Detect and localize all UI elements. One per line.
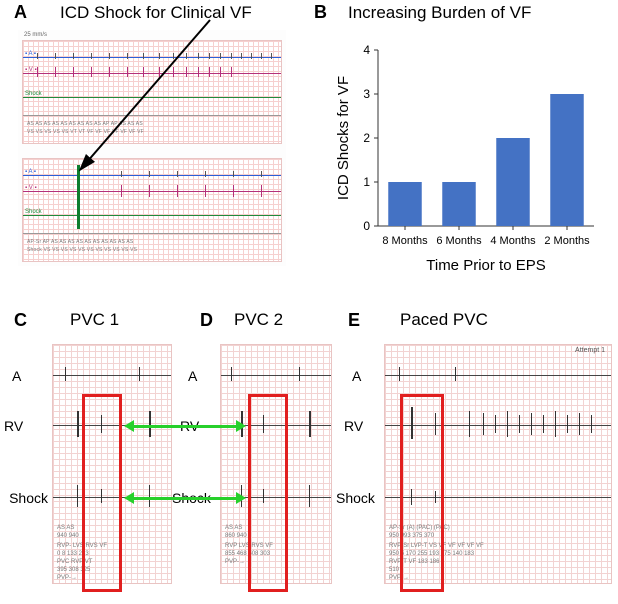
- svg-text:0: 0: [363, 219, 370, 233]
- ecg-strip-2: ▪ A ▪ ▪ V ▪ Shock AP-Sr AP AS AS AS AS A…: [22, 158, 282, 262]
- c-annot-7: PVP-→: [57, 575, 77, 581]
- svg-text:6 Months: 6 Months: [436, 235, 482, 247]
- lead-rv-label: RV: [4, 418, 23, 434]
- panel-e-title: Paced PVC: [400, 310, 488, 330]
- speed-label: 25 mm/s: [24, 32, 47, 38]
- redbox-pvc1: [82, 394, 122, 592]
- svg-text:2 Months: 2 Months: [544, 235, 590, 247]
- lead-shock-label-3: Shock: [336, 490, 375, 506]
- panel-d-label: D: [200, 310, 213, 331]
- lead-a-label-2: A: [188, 368, 197, 384]
- svg-text:4: 4: [363, 43, 370, 57]
- panel-c-title: PVC 1: [70, 310, 119, 330]
- svg-text:8 Months: 8 Months: [382, 235, 428, 247]
- panel-b-label: B: [314, 2, 327, 23]
- annot-2a: AP-Sr AP AS AS AS AS AS AS AS AS AS AS: [27, 239, 277, 245]
- panel-b-title: Increasing Burden of VF: [348, 3, 531, 23]
- d-annot-5: PVP-→: [225, 559, 245, 565]
- panel-e-label: E: [348, 310, 360, 331]
- ecg-strip-1: ▪ A ▪ ▪ V ▪ Shock: [22, 40, 282, 144]
- svg-text:ICD Shocks for VF: ICD Shocks for VF: [335, 76, 352, 200]
- panel-c-label: C: [14, 310, 27, 331]
- svg-text:1: 1: [363, 175, 370, 189]
- panel-a-ecg-container: 25 mm/s ▪ A ▪ ▪ V ▪ Shock: [18, 30, 286, 266]
- d-annot-2: 860 940: [225, 533, 247, 539]
- lead-a-label-3: A: [352, 368, 361, 384]
- svg-text:2: 2: [363, 131, 370, 145]
- svg-text:3: 3: [363, 87, 370, 101]
- annot-2b: Shock VS VS VS VS VS VS VS VS VS VS VS: [27, 247, 277, 253]
- attempt-label: Attempt 1: [575, 347, 605, 354]
- panel-a-title: ICD Shock for Clinical VF: [60, 3, 252, 23]
- redbox-pvc2: [248, 394, 288, 592]
- annot-1b: VS VS VS VS VS VT VT VF VF VF VF VF VF V…: [27, 129, 277, 135]
- bar-chart-vf-burden: 0 1 2 3 4 8 Months 6 Months 4 Months 2 Months Tim…: [334, 42, 600, 274]
- panel-d-title: PVC 2: [234, 310, 283, 330]
- lead-shock-label: Shock: [0, 490, 48, 506]
- d-annot-1: AS AS: [225, 525, 242, 531]
- c-annot-1: AS AS: [57, 525, 74, 531]
- lead-a-label: A: [12, 368, 21, 384]
- annot-1a: AS AS AS AS AS AS AS AS AS AP AP AS AS A…: [27, 121, 277, 127]
- svg-text:Time Prior to EPS: Time Prior to EPS: [426, 257, 545, 274]
- c-annot-2: 940 940: [57, 533, 79, 539]
- svg-text:4 Months: 4 Months: [490, 235, 536, 247]
- redbox-paced-pvc: [400, 394, 444, 592]
- panel-a-label: A: [14, 2, 27, 23]
- e-annot-6: 510: [389, 567, 399, 573]
- lead-rv-label-3: RV: [344, 418, 363, 434]
